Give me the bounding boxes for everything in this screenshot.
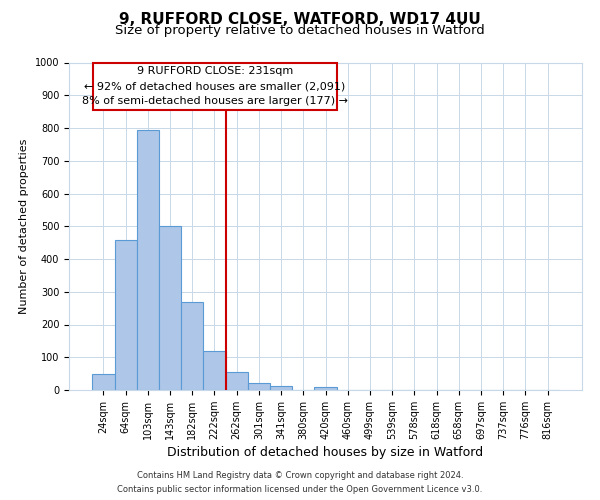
Bar (115, 240, 137, 390)
Text: 9, RUFFORD CLOSE, WATFORD, WD17 4UU: 9, RUFFORD CLOSE, WATFORD, WD17 4UU (119, 12, 481, 28)
Bar (270, 386, 292, 390)
FancyBboxPatch shape (93, 62, 337, 110)
Text: Contains HM Land Registry data © Crown copyright and database right 2024.: Contains HM Land Registry data © Crown c… (137, 472, 463, 480)
Bar (159, 226, 181, 390)
Text: Contains public sector information licensed under the Open Government Licence v3: Contains public sector information licen… (118, 484, 482, 494)
Y-axis label: Number of detached properties: Number of detached properties (19, 138, 29, 314)
Bar (137, 130, 159, 390)
Bar (248, 384, 270, 390)
Bar (203, 350, 226, 390)
Text: 9 RUFFORD CLOSE: 231sqm
← 92% of detached houses are smaller (2,091)
8% of semi-: 9 RUFFORD CLOSE: 231sqm ← 92% of detache… (82, 66, 347, 106)
Bar (314, 388, 337, 390)
Text: Size of property relative to detached houses in Watford: Size of property relative to detached ho… (115, 24, 485, 37)
Bar (181, 302, 203, 390)
Bar (92, 374, 115, 390)
X-axis label: Distribution of detached houses by size in Watford: Distribution of detached houses by size … (167, 446, 484, 459)
Bar (226, 372, 248, 390)
